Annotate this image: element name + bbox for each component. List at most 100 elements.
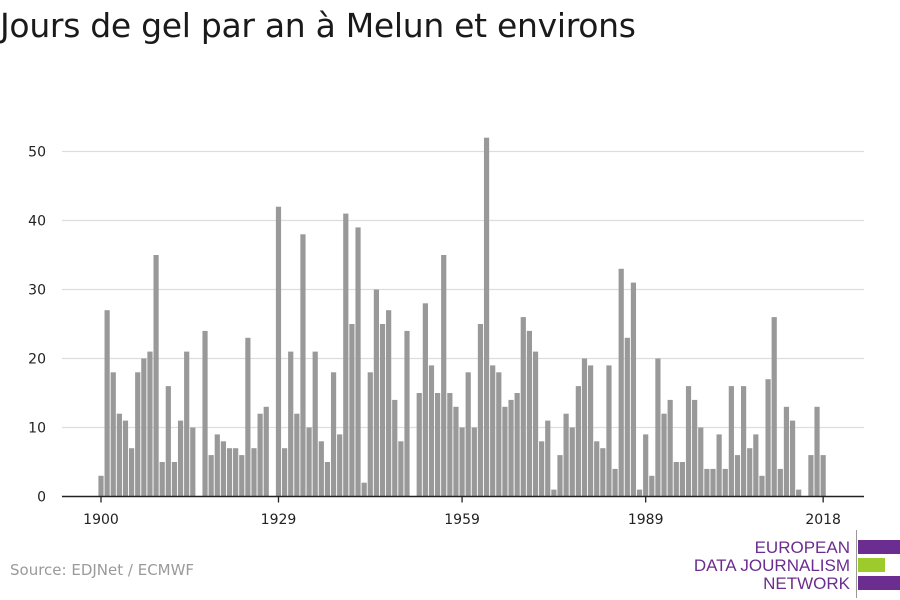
bar-1936[interactable] [318,441,324,497]
bar-1914[interactable] [184,351,190,497]
bar-1904[interactable] [122,420,129,497]
bar-1962[interactable] [477,324,484,497]
bar-2007[interactable] [753,434,759,497]
bar-1934[interactable] [306,427,312,497]
bar-1957[interactable] [447,393,453,497]
bar-1976[interactable] [563,413,569,497]
bar-2001[interactable] [716,434,722,497]
bar-1969[interactable] [520,317,526,497]
bar-2012[interactable] [783,406,790,497]
bar-1929[interactable] [275,206,282,497]
bar-2002[interactable] [722,468,728,497]
bar-1905[interactable] [129,448,135,497]
bar-1920[interactable] [220,441,226,497]
bar-1991[interactable] [655,358,661,497]
bar-1944[interactable] [367,372,373,497]
bar-1978[interactable] [575,386,581,497]
bar-1945[interactable] [373,289,379,497]
bar-1960[interactable] [465,372,471,497]
bar-1950[interactable] [404,330,410,497]
bar-1996[interactable] [685,386,692,497]
bar-1997[interactable] [692,399,698,497]
bar-1974[interactable] [551,489,557,497]
bar-1989[interactable] [643,434,649,497]
bar-1932[interactable] [294,413,300,497]
bar-1977[interactable] [569,427,575,497]
bar-1935[interactable] [312,351,318,497]
bar-1938[interactable] [330,372,337,497]
bar-1964[interactable] [490,365,496,497]
bar-1940[interactable] [343,213,349,497]
bar-1910[interactable] [159,462,165,497]
bar-1922[interactable] [233,448,239,497]
bar-1961[interactable] [471,427,477,497]
bar-1959[interactable] [459,427,465,497]
bar-1954[interactable] [428,365,435,497]
bar-1966[interactable] [502,406,508,497]
bar-2003[interactable] [728,386,734,497]
bar-1949[interactable] [398,441,404,497]
bar-1953[interactable] [422,303,428,497]
bar-1975[interactable] [557,455,563,497]
bar-2018[interactable] [820,455,826,497]
bar-1984[interactable] [612,468,618,497]
bar-1973[interactable] [545,420,551,497]
bar-2017[interactable] [814,406,820,497]
bar-1965[interactable] [496,372,502,497]
bar-1906[interactable] [135,372,141,497]
bar-1908[interactable] [147,351,153,497]
bar-1967[interactable] [508,399,514,497]
bar-2010[interactable] [771,317,777,497]
bar-1931[interactable] [288,351,294,497]
bar-1913[interactable] [177,420,184,497]
bar-1901[interactable] [104,310,110,497]
bar-1983[interactable] [606,365,612,497]
bar-2009[interactable] [765,379,771,497]
bar-1994[interactable] [673,462,679,497]
bar-2008[interactable] [759,475,765,497]
bar-1903[interactable] [116,413,122,497]
bar-1993[interactable] [667,399,673,497]
bar-1948[interactable] [392,399,398,497]
bar-1924[interactable] [245,337,251,497]
bar-2014[interactable] [796,489,802,497]
bar-2011[interactable] [777,468,783,497]
bar-1995[interactable] [679,462,685,497]
bar-1919[interactable] [214,434,220,497]
bar-1999[interactable] [704,468,710,497]
bar-2013[interactable] [789,420,796,497]
bar-1926[interactable] [257,413,263,497]
bar-1980[interactable] [588,365,594,497]
bar-1988[interactable] [636,489,643,497]
bar-1900[interactable] [98,475,104,497]
bar-1970[interactable] [526,330,532,497]
bar-1921[interactable] [226,448,233,497]
bar-2004[interactable] [734,455,741,497]
bar-1907[interactable] [141,358,147,497]
bar-1972[interactable] [539,441,545,497]
bar-1971[interactable] [532,351,539,497]
bar-1968[interactable] [514,393,520,497]
bar-1946[interactable] [379,324,386,497]
bar-1987[interactable] [630,282,637,497]
bar-2000[interactable] [710,468,716,497]
bar-1956[interactable] [441,255,447,497]
bar-1939[interactable] [337,434,343,497]
bar-1915[interactable] [190,427,196,497]
bar-1941[interactable] [349,324,355,497]
bar-1923[interactable] [239,455,245,497]
bar-1943[interactable] [361,482,367,497]
bar-1952[interactable] [416,393,422,497]
bar-1958[interactable] [453,406,459,497]
bar-1911[interactable] [165,386,171,497]
bar-2016[interactable] [808,455,814,497]
bar-1912[interactable] [171,462,178,497]
bar-1979[interactable] [581,358,588,497]
bar-1981[interactable] [594,441,600,497]
bar-1990[interactable] [649,475,655,497]
bar-2005[interactable] [741,386,747,497]
bar-1917[interactable] [202,330,208,497]
bar-1998[interactable] [698,427,704,497]
bar-1918[interactable] [208,455,214,497]
bar-1902[interactable] [110,372,116,497]
